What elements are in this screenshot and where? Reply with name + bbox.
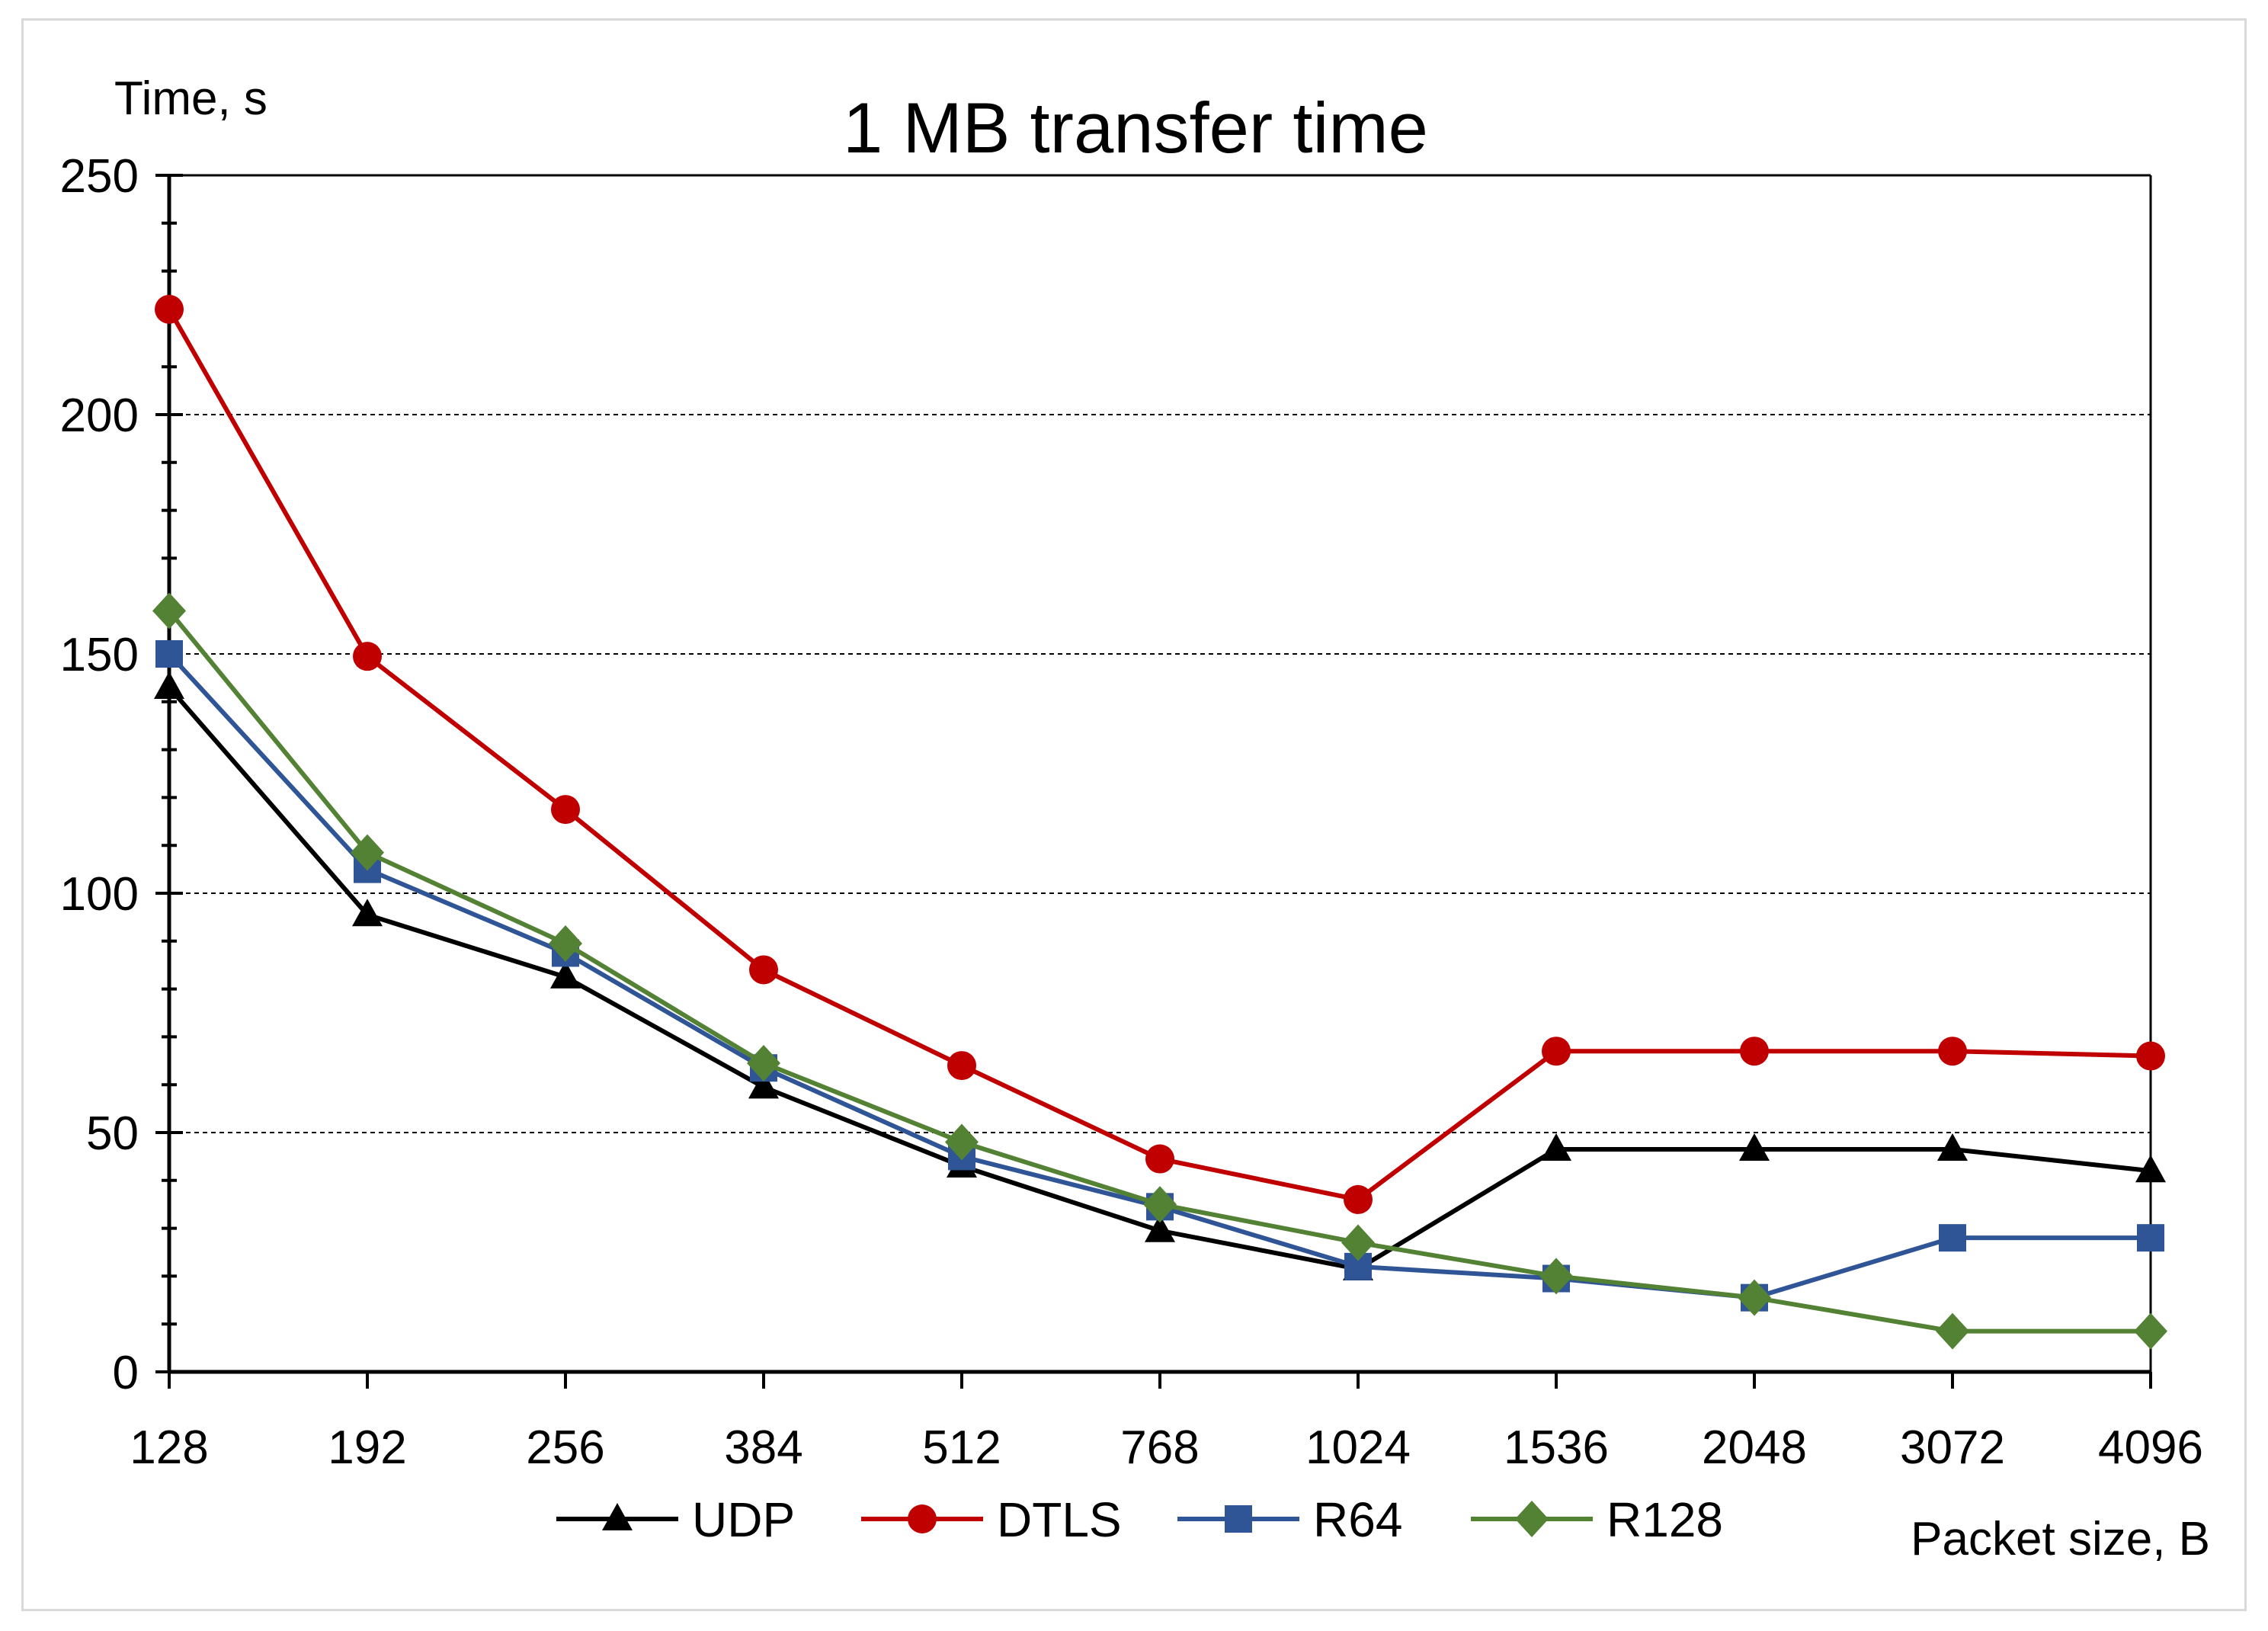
legend-item-r128: R128 (1471, 1492, 1723, 1547)
data-point-dtls (2136, 1041, 2165, 1071)
data-point-dtls (947, 1051, 976, 1081)
data-point-udp (2135, 1155, 2166, 1183)
data-point-r128 (1143, 1186, 1177, 1223)
data-point-dtls (551, 795, 580, 825)
chart-title: 1 MB transfer time (843, 88, 1428, 168)
data-point-dtls (155, 294, 184, 324)
data-point-udp (1739, 1133, 1770, 1161)
legend-label: UDP (692, 1492, 795, 1547)
data-point-dtls (1740, 1037, 1769, 1066)
legend-swatch-marker (602, 1503, 633, 1530)
data-point-r128 (945, 1123, 979, 1161)
data-point-r128 (2134, 1312, 2167, 1350)
x-tick-label: 1536 (1504, 1421, 1609, 1474)
legend-swatch-marker (908, 1504, 937, 1533)
legend: UDP DTLS R64 R128 (556, 1492, 1723, 1547)
legend-label: R128 (1606, 1492, 1723, 1547)
data-point-udp (154, 671, 184, 699)
y-axis-label: Time, s (114, 72, 267, 125)
data-point-dtls (1344, 1184, 1373, 1214)
series-lines (152, 294, 2167, 1350)
data-point-r128 (549, 924, 582, 962)
data-point-dtls (1542, 1037, 1571, 1066)
axes: 0 50 100 150 200 250 128 192 256 384 512 768 1024 153… (60, 150, 2203, 1474)
data-point-udp (352, 899, 383, 927)
y-tick-label: 50 (86, 1107, 139, 1160)
x-tick-label: 3072 (1900, 1421, 2005, 1474)
y-tick-label: 100 (60, 868, 139, 921)
legend-item-udp: UDP (556, 1492, 795, 1547)
data-point-r128 (1341, 1224, 1375, 1261)
x-tick-label: 192 (328, 1421, 406, 1474)
data-point-udp (748, 1071, 779, 1099)
legend-label: DTLS (997, 1492, 1122, 1547)
data-point-r64 (155, 640, 183, 668)
series-r128 (152, 592, 2167, 1350)
y-tick-label: 200 (60, 389, 139, 442)
gridlines (169, 414, 2151, 1133)
data-point-r128 (1738, 1279, 1771, 1316)
data-point-r64 (2137, 1224, 2164, 1252)
x-tick-label: 768 (1120, 1421, 1199, 1474)
data-point-r128 (747, 1044, 780, 1081)
legend-item-dtls: DTLS (861, 1492, 1122, 1547)
series-line-udp (167, 685, 2151, 1271)
data-point-dtls (749, 955, 778, 985)
data-point-udp (1145, 1214, 1175, 1242)
x-tick-label: 4096 (2098, 1421, 2203, 1474)
y-tick-label: 150 (60, 629, 139, 681)
y-tick-label: 0 (113, 1347, 139, 1399)
series-udp (154, 671, 2166, 1280)
data-point-r128 (1936, 1312, 1969, 1350)
x-tick-label: 128 (130, 1421, 208, 1474)
legend-swatch-marker (1225, 1505, 1252, 1533)
data-point-dtls (353, 642, 382, 671)
x-tick-label: 256 (526, 1421, 604, 1474)
x-tick-label: 512 (922, 1421, 1001, 1474)
data-point-r64 (1939, 1224, 1966, 1252)
data-point-r128 (152, 592, 186, 630)
y-tick-label: 250 (60, 150, 139, 203)
data-point-dtls (1145, 1144, 1174, 1174)
x-tick-label: 2048 (1702, 1421, 1807, 1474)
data-point-r128 (351, 834, 384, 871)
x-axis-label: Packet size, B (1911, 1513, 2210, 1565)
data-point-udp (550, 960, 581, 989)
chart-frame (21, 18, 2247, 1611)
data-point-r128 (1539, 1258, 1573, 1295)
legend-swatch-marker (1515, 1501, 1549, 1537)
series-line-dtls (167, 308, 2151, 1202)
x-tick-label: 1024 (1305, 1421, 1411, 1474)
legend-label: R64 (1313, 1492, 1402, 1547)
x-tick-label: 384 (724, 1421, 802, 1474)
series-dtls (155, 294, 2165, 1214)
legend-item-r64: R64 (1177, 1492, 1402, 1547)
data-point-udp (1541, 1133, 1571, 1161)
data-point-udp (1937, 1133, 1968, 1161)
data-point-dtls (1938, 1037, 1967, 1066)
